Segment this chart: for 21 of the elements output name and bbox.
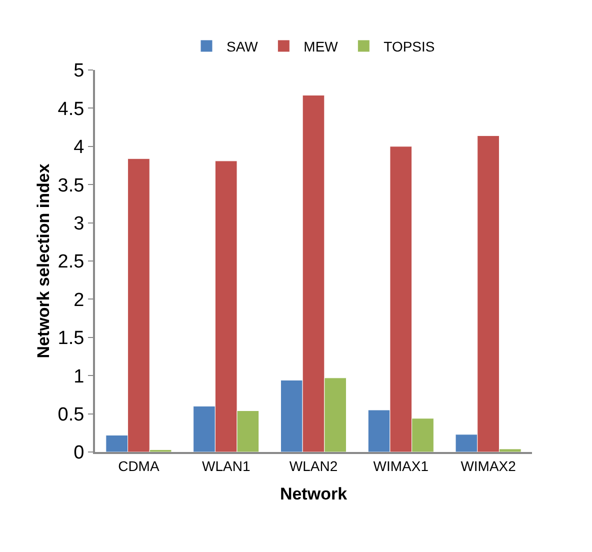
legend-label: MEW xyxy=(304,38,339,54)
y-tick-label: 2.5 xyxy=(58,252,84,273)
x-tick-label: WIMAX1 xyxy=(373,458,429,474)
x-tick-label: WLAN2 xyxy=(289,458,338,474)
y-tick-label: 5 xyxy=(74,60,84,82)
y-tick-label: 0 xyxy=(74,442,84,464)
y-tick-label: 1 xyxy=(74,366,84,388)
legend-label: TOPSIS xyxy=(384,38,435,54)
x-tick-label: WLAN1 xyxy=(202,458,250,474)
legend-label: SAW xyxy=(226,38,259,54)
y-tick-label: 0.5 xyxy=(58,404,84,426)
y-tick-label: 1.5 xyxy=(58,328,84,350)
y-tick-label: 2 xyxy=(74,290,84,311)
y-tick-label: 3.5 xyxy=(58,175,84,196)
y-tick-label: 4.5 xyxy=(58,98,84,120)
y-tick-label: 3 xyxy=(74,213,84,234)
y-axis-title: Network selection index xyxy=(34,163,53,358)
x-axis-title: Network xyxy=(280,484,348,504)
y-tick-label: 4 xyxy=(74,137,85,158)
x-tick-label: WIMAX2 xyxy=(460,458,516,474)
x-tick-label: CDMA xyxy=(118,458,160,474)
